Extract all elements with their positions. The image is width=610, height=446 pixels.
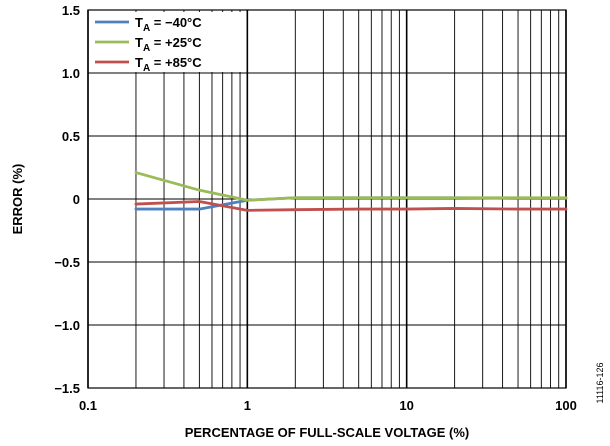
y-tick-label: −0.5	[54, 255, 80, 270]
y-tick-label: −1.5	[54, 381, 80, 396]
y-tick-label: −1.0	[54, 318, 80, 333]
legend-label: TA = +25°C	[135, 35, 202, 54]
legend-label: TA = +85°C	[135, 55, 202, 74]
legend-label: TA = −40°C	[135, 15, 202, 34]
figure-id: 11116-126	[595, 362, 605, 403]
x-tick-label: 0.1	[79, 398, 97, 413]
series-line-3	[134, 200, 568, 212]
y-tick-label: 1.0	[62, 66, 80, 81]
x-tick-label: 1	[244, 398, 251, 413]
x-tick-labels: 0.1 1 10 100	[79, 398, 577, 413]
y-tick-labels: −1.5 −1.0 −0.5 0 0.5 1.0 1.5	[54, 3, 80, 396]
y-tick-label: 0.5	[62, 129, 80, 144]
legend: TA = −40°CTA = +25°CTA = +85°C	[91, 12, 241, 74]
series-line-2	[134, 171, 568, 202]
series-layer	[134, 171, 568, 212]
y-tick-label: 0	[73, 192, 80, 207]
y-tick-label: 1.5	[62, 3, 80, 18]
x-tick-label: 10	[399, 398, 413, 413]
y-axis-title: ERROR (%)	[10, 164, 25, 235]
x-axis-title: PERCENTAGE OF FULL-SCALE VOLTAGE (%)	[185, 425, 470, 440]
x-tick-label: 100	[555, 398, 577, 413]
